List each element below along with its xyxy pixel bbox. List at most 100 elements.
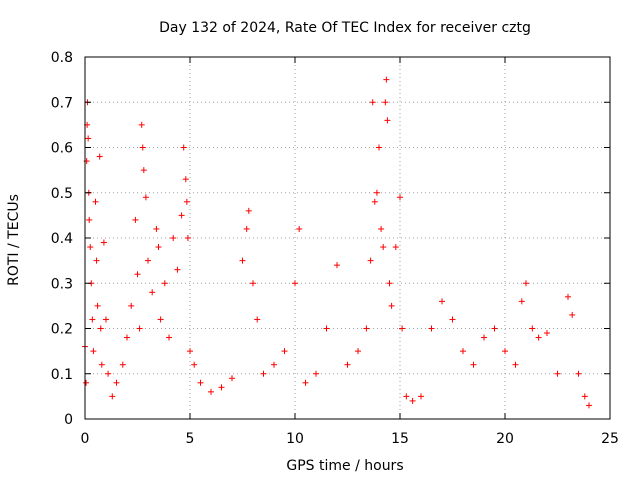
data-point bbox=[105, 370, 112, 377]
data-point bbox=[132, 216, 139, 223]
data-point bbox=[208, 388, 214, 395]
data-point bbox=[184, 235, 191, 241]
data-point bbox=[161, 280, 168, 287]
data-point bbox=[403, 393, 410, 400]
x-tick-label: 15 bbox=[391, 431, 409, 447]
y-tick-label: 0.5 bbox=[51, 186, 73, 202]
data-point bbox=[334, 262, 340, 269]
data-point bbox=[575, 370, 582, 377]
data-point bbox=[323, 325, 330, 332]
data-point bbox=[544, 330, 550, 337]
data-point bbox=[119, 361, 126, 368]
data-point bbox=[92, 198, 99, 205]
data-point bbox=[260, 370, 267, 377]
data-point bbox=[569, 311, 576, 318]
data-point bbox=[109, 393, 116, 400]
y-tick-label: 0.6 bbox=[51, 141, 73, 157]
data-point bbox=[373, 189, 380, 196]
axis-ticks bbox=[84, 56, 611, 420]
data-point bbox=[554, 370, 561, 377]
data-point bbox=[392, 244, 399, 251]
data-point bbox=[218, 384, 225, 391]
y-tick-label: 0.7 bbox=[51, 95, 73, 111]
data-point bbox=[87, 244, 94, 251]
data-point bbox=[86, 216, 93, 223]
data-point bbox=[239, 257, 246, 264]
x-tick-label: 0 bbox=[81, 431, 90, 447]
data-point bbox=[138, 121, 145, 128]
data-point bbox=[83, 379, 90, 386]
data-point bbox=[166, 334, 172, 341]
data-point bbox=[512, 361, 519, 368]
data-point bbox=[271, 361, 277, 368]
data-point bbox=[397, 194, 403, 201]
data-point bbox=[428, 325, 435, 332]
y-tick-label: 0.2 bbox=[51, 322, 73, 338]
y-tick-label: 0.8 bbox=[51, 50, 73, 66]
data-point bbox=[383, 76, 390, 83]
y-tick-label: 0.1 bbox=[51, 367, 73, 383]
data-point bbox=[418, 393, 424, 400]
data-point bbox=[94, 302, 101, 309]
data-point bbox=[157, 316, 164, 323]
data-point bbox=[382, 99, 389, 106]
data-point bbox=[140, 167, 147, 174]
data-point bbox=[409, 397, 416, 404]
data-point bbox=[136, 325, 143, 332]
data-point bbox=[369, 99, 376, 106]
data-point bbox=[149, 289, 156, 296]
data-point bbox=[523, 280, 529, 287]
chart-title: Day 132 of 2024, Rate Of TEC Index for r… bbox=[159, 20, 531, 36]
data-point bbox=[296, 225, 303, 232]
data-point bbox=[460, 348, 466, 355]
data-point bbox=[439, 298, 445, 305]
x-tick-label: 25 bbox=[601, 431, 619, 447]
data-point bbox=[388, 302, 395, 309]
y-axis-label: ROTI / TECUs bbox=[6, 194, 22, 286]
data-point bbox=[128, 302, 135, 309]
data-point bbox=[302, 379, 309, 386]
data-point bbox=[100, 239, 107, 246]
data-point bbox=[344, 361, 351, 368]
data-point bbox=[145, 257, 151, 264]
data-point bbox=[535, 334, 542, 341]
data-point bbox=[470, 361, 477, 368]
x-tick-label: 5 bbox=[186, 431, 195, 447]
data-point bbox=[384, 117, 391, 124]
data-point bbox=[113, 379, 120, 386]
data-point bbox=[380, 244, 387, 251]
data-point bbox=[153, 225, 160, 232]
data-point bbox=[367, 257, 374, 264]
data-point bbox=[565, 293, 571, 300]
data-point bbox=[174, 266, 181, 273]
data-point bbox=[481, 334, 487, 341]
data-point bbox=[155, 244, 162, 251]
data-point bbox=[93, 257, 100, 264]
data-point bbox=[170, 235, 177, 241]
data-point bbox=[581, 393, 588, 400]
data-point bbox=[197, 379, 204, 386]
data-point bbox=[178, 212, 185, 219]
data-point bbox=[243, 225, 250, 232]
data-point bbox=[182, 176, 189, 183]
data-point bbox=[103, 316, 109, 323]
data-point bbox=[124, 334, 130, 341]
data-point bbox=[586, 402, 592, 409]
data-point bbox=[386, 280, 393, 287]
data-point bbox=[376, 144, 382, 151]
data-point bbox=[142, 194, 149, 201]
data-point bbox=[180, 144, 187, 151]
data-point bbox=[187, 348, 193, 355]
data-point bbox=[250, 280, 256, 287]
data-point bbox=[134, 271, 141, 278]
data-point bbox=[529, 325, 536, 332]
data-point bbox=[139, 144, 146, 151]
data-point bbox=[399, 325, 406, 332]
data-point bbox=[85, 135, 92, 142]
data-point bbox=[449, 316, 456, 323]
data-point bbox=[363, 325, 370, 332]
y-tick-label: 0 bbox=[64, 412, 73, 428]
data-point bbox=[518, 298, 525, 305]
